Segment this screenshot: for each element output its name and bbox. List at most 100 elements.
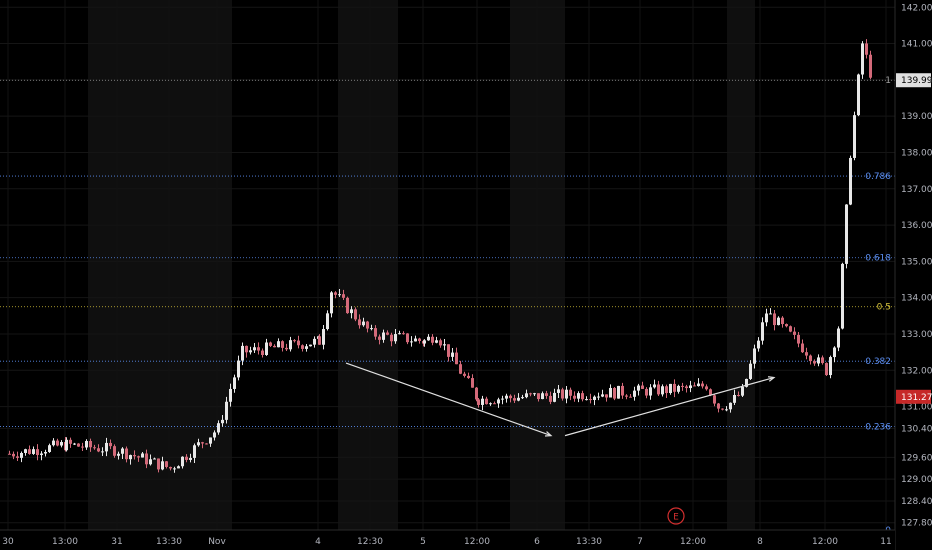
- price-tick-label: 127.80: [901, 519, 932, 529]
- trend-arrowhead: [767, 376, 776, 382]
- time-tick-label: 12:30: [357, 537, 383, 547]
- candle-body: [665, 386, 668, 394]
- candle-body: [765, 313, 768, 323]
- grid-lines: [0, 0, 895, 530]
- candles: [8, 39, 872, 473]
- candle-body: [141, 453, 144, 458]
- fib-level-label: 0.5: [877, 303, 891, 313]
- candle-body: [569, 389, 572, 396]
- price-tick-label: 139.00: [901, 112, 932, 122]
- candle-body: [447, 344, 450, 357]
- price-tick-label: 135.00: [901, 257, 932, 267]
- candle-body: [253, 347, 256, 351]
- candle-body: [541, 393, 544, 400]
- candle-body: [117, 453, 120, 456]
- candle-body: [225, 401, 228, 420]
- time-tick-label: 13:30: [156, 537, 182, 547]
- candle-body: [573, 395, 576, 399]
- earnings-marker-label: E: [673, 513, 679, 523]
- candle-body: [601, 394, 604, 397]
- candle-body: [809, 355, 812, 362]
- candle-body: [89, 441, 92, 448]
- candle-body: [865, 43, 868, 55]
- candle-body: [245, 345, 248, 353]
- candle-body: [497, 399, 500, 404]
- candle-body: [362, 321, 365, 326]
- candle-body: [165, 461, 168, 467]
- candle-body: [489, 403, 492, 405]
- candle-body: [505, 395, 508, 399]
- candle-body: [817, 357, 820, 364]
- candle-body: [201, 442, 204, 444]
- candle-body: [517, 397, 520, 401]
- candle-body: [443, 344, 446, 346]
- trend-line[interactable]: [564, 376, 775, 437]
- price-axis: 127.80 128.40 129.00 129.60 130.40 131.00 132.…: [894, 0, 932, 550]
- fib-level-label: 0.786: [865, 172, 891, 182]
- candle-body: [394, 334, 397, 342]
- candle-body: [181, 456, 184, 467]
- candle-body: [205, 443, 208, 445]
- time-axis-bg: [0, 530, 895, 550]
- candle-body: [209, 437, 212, 444]
- candle-body: [153, 458, 156, 460]
- candle-body: [753, 348, 756, 364]
- price-tick-label: 130.40: [901, 424, 932, 434]
- earnings-marker-circle[interactable]: [667, 507, 685, 525]
- candle-body: [661, 386, 664, 395]
- candle-body: [40, 453, 43, 456]
- candle-body: [24, 449, 27, 453]
- candle-body: [185, 456, 188, 460]
- time-tick-label: Nov: [208, 537, 226, 547]
- candle-body: [645, 388, 648, 396]
- candle-body: [455, 352, 458, 365]
- candle-body: [533, 393, 536, 395]
- candle-body: [330, 292, 333, 314]
- candle-body: [60, 442, 63, 446]
- price-tick-label: 129.00: [901, 475, 932, 485]
- candle-body: [366, 321, 369, 329]
- candle-body: [121, 448, 124, 454]
- candle-body: [370, 328, 373, 330]
- candle-body: [725, 409, 728, 411]
- price-axis-bg: [895, 0, 932, 550]
- price-tick-label: 138.00: [901, 148, 932, 158]
- candle-body: [249, 350, 252, 353]
- candle-body: [609, 387, 612, 398]
- candle-body: [93, 447, 96, 449]
- candle-body: [769, 313, 772, 315]
- candle-body: [410, 341, 413, 343]
- candle-body: [241, 345, 244, 361]
- candle-body: [277, 341, 280, 348]
- candle-body: [56, 440, 59, 446]
- candle-body: [297, 340, 300, 346]
- candle-body: [390, 334, 393, 342]
- candle-body: [322, 329, 325, 345]
- candle-body: [475, 387, 478, 400]
- candle-body: [829, 357, 832, 376]
- trend-line[interactable]: [345, 362, 552, 437]
- candle-body: [350, 309, 353, 314]
- price-tick-label: 132.00: [901, 366, 932, 376]
- candle-body: [213, 432, 216, 438]
- candle-body: [305, 346, 308, 349]
- candle-body: [338, 294, 341, 296]
- candle-body: [161, 461, 164, 470]
- session-band: [338, 0, 398, 530]
- candle-body: [73, 443, 76, 445]
- price-tick-label: 133.00: [901, 330, 932, 340]
- candle-body: [471, 378, 474, 388]
- candle-body: [801, 343, 804, 353]
- price-tag-label: 131.27: [901, 393, 932, 403]
- candle-body: [741, 386, 744, 396]
- candle-body: [261, 350, 264, 355]
- candle-body: [382, 332, 385, 340]
- candle-body: [673, 383, 676, 392]
- candle-body: [257, 347, 260, 351]
- candle-body: [805, 352, 808, 356]
- candle-body: [423, 340, 426, 344]
- candle-body: [833, 347, 836, 358]
- candle-body: [637, 385, 640, 391]
- time-tick-label: 31: [111, 537, 122, 547]
